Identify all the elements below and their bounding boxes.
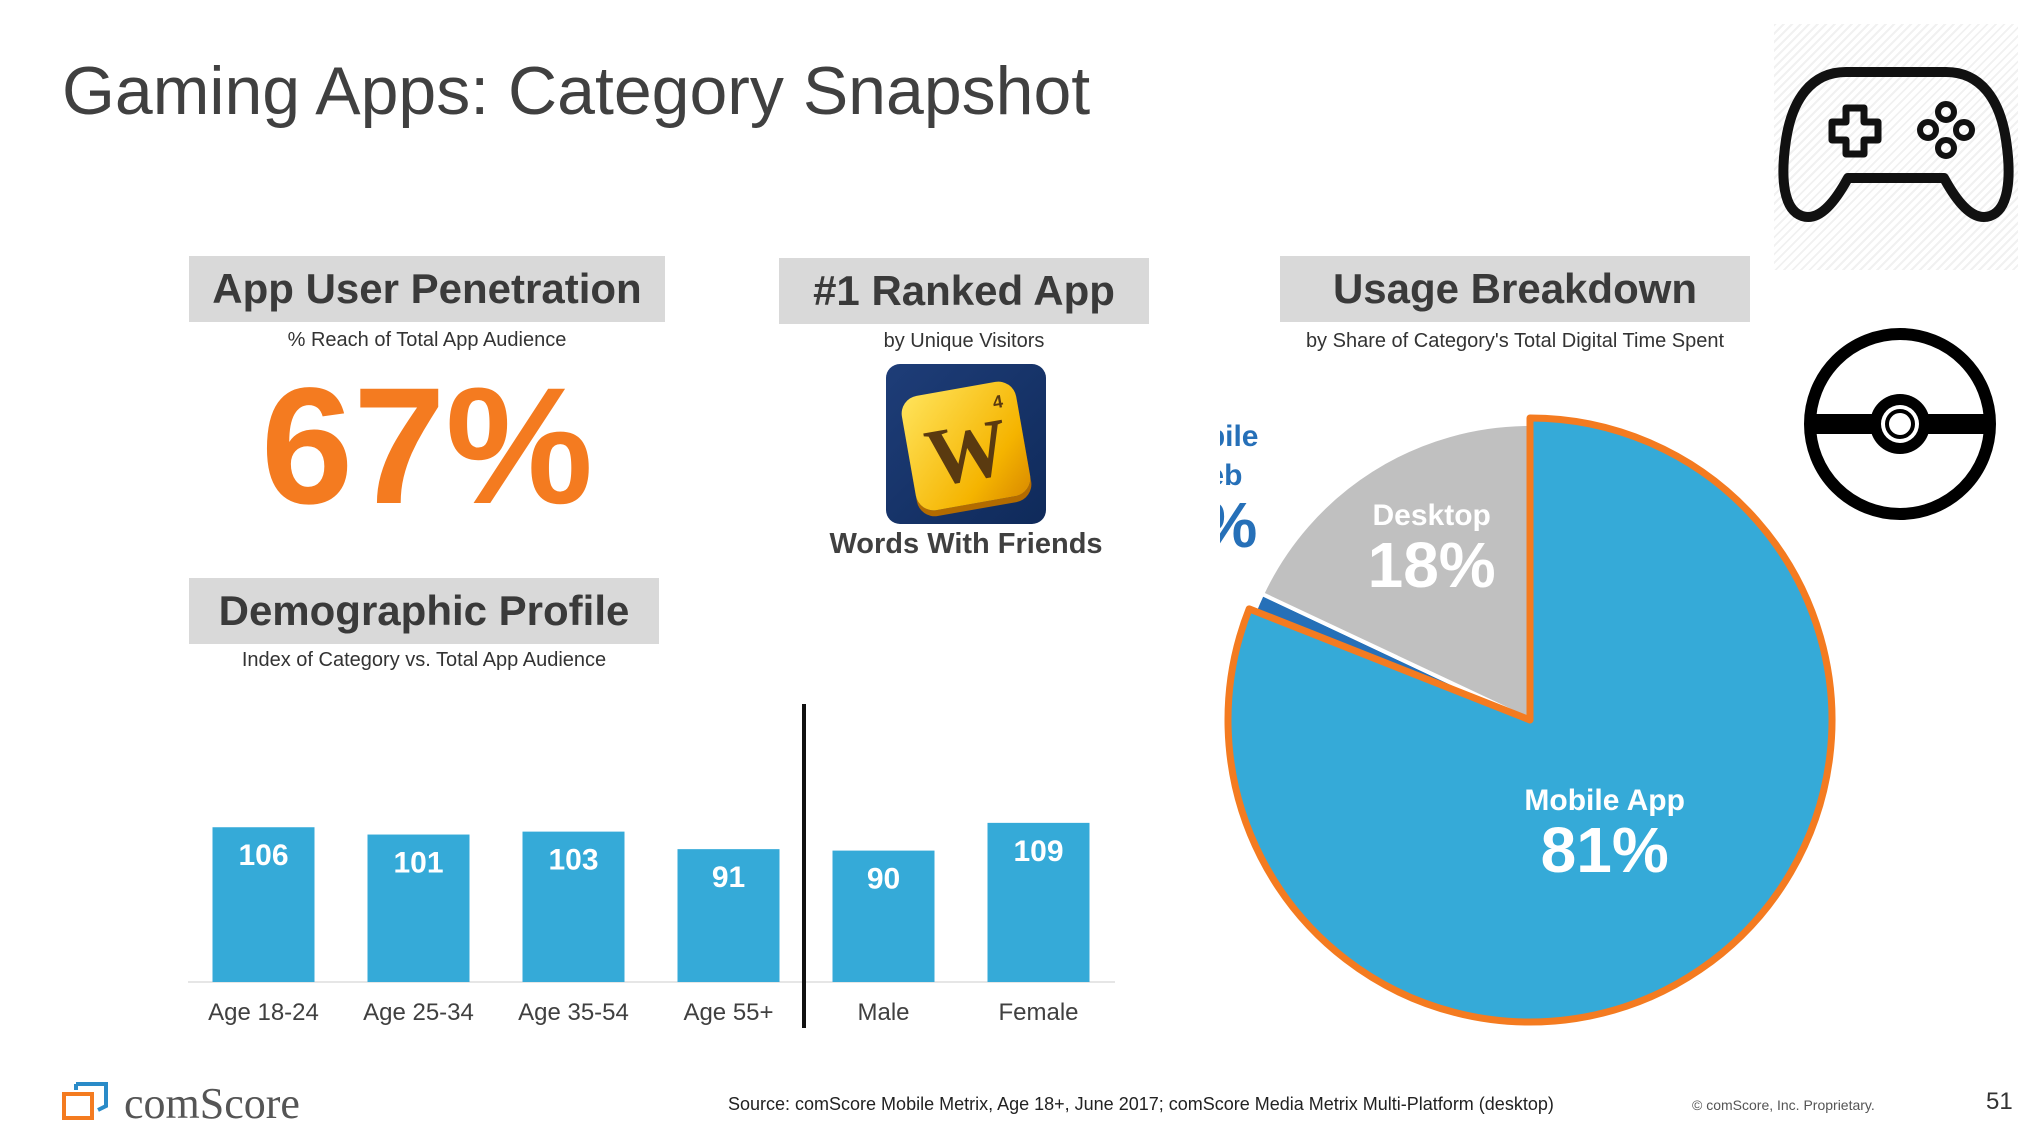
bar [212,827,315,982]
bar-value-label: 103 [548,844,598,877]
penetration-subtitle: % Reach of Total App Audience [287,329,567,351]
usage-subtitle: by Share of Category's Total Digital Tim… [1305,330,1725,352]
page-title: Gaming Apps: Category Snapshot [62,53,1091,129]
comscore-logo-text: comScore [124,1079,300,1128]
pie-slice-name: Mobile [1220,420,1259,453]
game-controller-icon [1778,67,2014,222]
category-label: Age 18-24 [208,999,319,1026]
demographic-bar-chart: 106 Age 18-24 101 Age 25-34 103 Age 35-54 91 Ag… [188,704,1115,1028]
copyright: © comScore, Inc. Proprietary. [1692,1097,1875,1113]
bar-value-label: 90 [867,863,900,896]
ranked-app-name: Words With Friends [829,528,1103,560]
pie-slice-label: Mobile Web1% [1220,420,1259,561]
demographic-subtitle: Index of Category vs. Total App Audience [241,649,607,671]
pie-slice-label: Desktop 18% [1368,499,1496,601]
demographic-header: Demographic Profile [189,578,659,644]
icon-letter: W [918,400,1016,505]
category-label: Male [857,999,909,1026]
bar-value-label: 101 [393,847,443,880]
words-with-friends-app-icon: W 4 [886,364,1046,524]
bar-value-label: 109 [1013,835,1063,868]
ranked-app-header: #1 Ranked App [779,258,1149,324]
pie-slice-name: Desktop [1372,499,1490,532]
penetration-value: 67% [260,354,594,539]
category-label: Female [998,999,1078,1026]
pie-slice-percent: 81% [1541,814,1669,886]
ranked-app-subtitle: by Unique Visitors [883,330,1045,352]
pie-slice [1260,422,1532,722]
bar [677,849,780,982]
bar [987,822,1090,982]
bar [832,850,935,982]
bar-value-label: 91 [712,861,745,894]
page-number: 51 [1986,1088,2013,1115]
pokeball-icon [1804,328,1996,520]
category-label: Age 25-34 [363,999,474,1026]
pie-slice-percent: 1% [1220,489,1257,561]
pie-slice-name: Web [1220,459,1242,492]
bar [522,831,625,982]
pie-slice-outline [1224,414,1836,1026]
source-note: Source: comScore Mobile Metrix, Age 18+,… [728,1094,1554,1114]
comscore-logo-icon [62,1082,108,1120]
bar [367,834,470,982]
bar-value-label: 106 [238,839,288,872]
category-label: Age 55+ [683,999,773,1026]
pie-slice-name: Mobile App [1524,784,1685,817]
icon-background [1774,24,2018,270]
usage-header: Usage Breakdown [1280,256,1750,322]
pie-slice-label: Mobile App 81% [1524,784,1685,886]
category-label: Age 35-54 [518,999,629,1026]
pie-slice-percent: 18% [1368,529,1496,601]
penetration-header: App User Penetration [189,256,665,322]
